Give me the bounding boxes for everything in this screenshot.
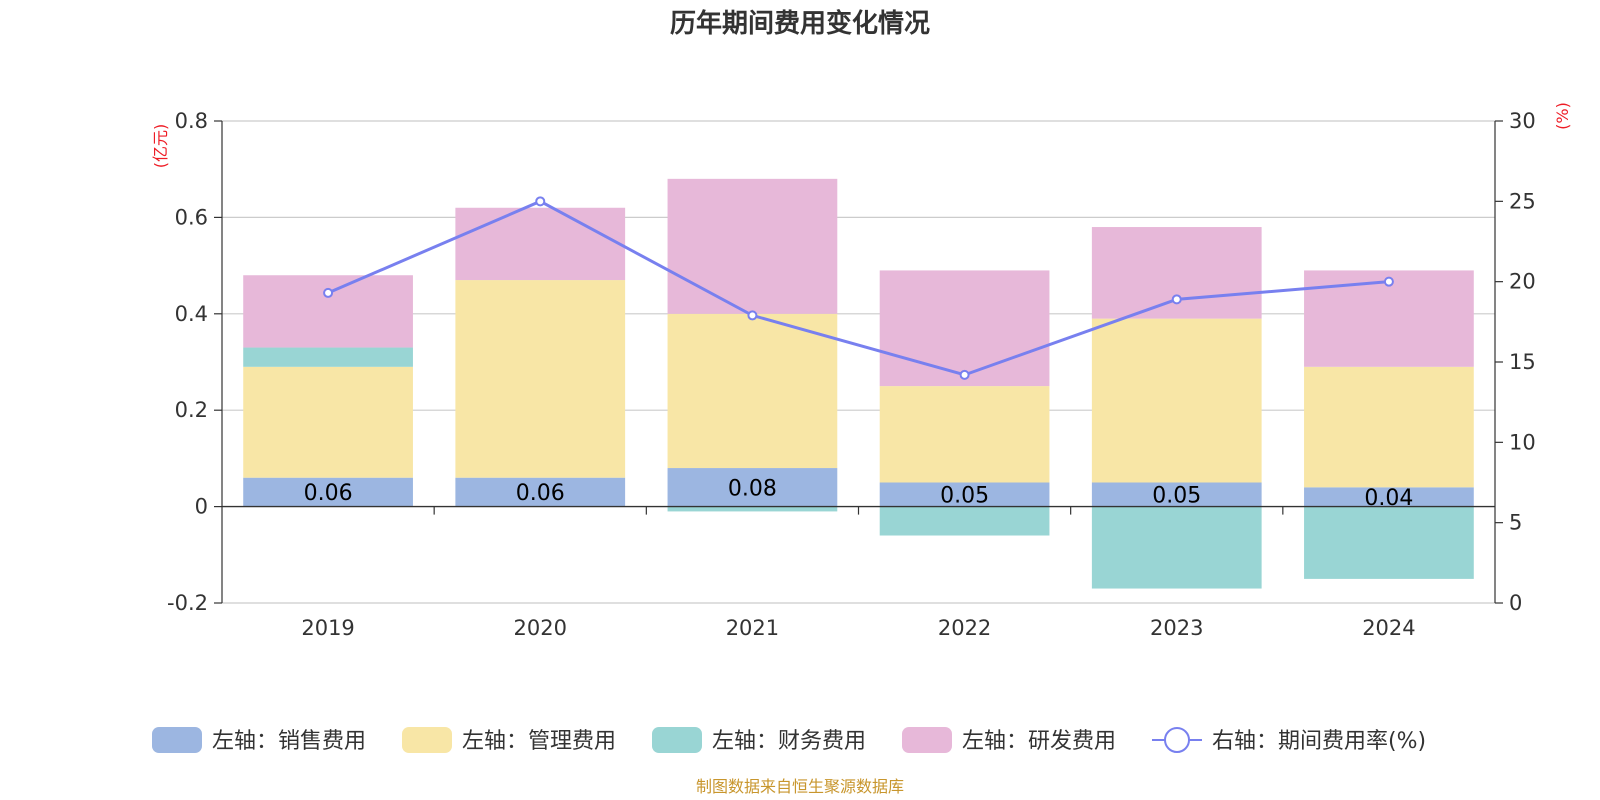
legend-label: 左轴：管理费用 xyxy=(462,729,616,754)
rate-line xyxy=(327,199,1390,377)
bar-segment xyxy=(879,506,1050,536)
bar-data-label: 0.08 xyxy=(728,476,777,501)
gridlines xyxy=(222,120,1495,604)
bar-segment xyxy=(455,477,626,507)
bar-segment xyxy=(243,477,413,507)
left-tick-label: 0 xyxy=(195,495,208,519)
bar-segment xyxy=(1304,366,1474,488)
bar-segment xyxy=(667,468,838,507)
left-tick-label: 0.2 xyxy=(175,398,208,422)
legend-label: 左轴：财务费用 xyxy=(712,729,866,754)
bar-data-label: 0.06 xyxy=(304,481,353,506)
bar-segment xyxy=(243,347,413,367)
bar-segment xyxy=(455,207,626,281)
bar-segment xyxy=(879,482,1050,507)
right-tick-label: 15 xyxy=(1509,350,1536,374)
x-tick-label: 2019 xyxy=(301,616,354,640)
axes: -0.2 0 0.2 0.4 0.6 0.8 0 5 10 15 20 25 30 2019 2020 202… xyxy=(167,109,1536,640)
bar-segment xyxy=(1304,487,1474,507)
legend-swatch xyxy=(902,727,952,753)
legend-swatch xyxy=(152,727,202,753)
bar-segment xyxy=(879,386,1050,483)
rate-line-group xyxy=(323,196,1394,380)
right-tick-label: 0 xyxy=(1509,591,1522,615)
bar-segment xyxy=(455,280,626,478)
legend-swatch xyxy=(652,727,702,753)
bar-data-label: 0.04 xyxy=(1364,486,1413,511)
right-tick-label: 25 xyxy=(1509,189,1536,213)
bar-data-label: 0.05 xyxy=(1152,484,1201,509)
right-tick-label: 5 xyxy=(1509,511,1522,535)
legend-label: 左轴：研发费用 xyxy=(962,729,1116,754)
bar-data-label: 0.05 xyxy=(940,484,989,509)
bar-segment xyxy=(1091,318,1262,483)
legend-label: 左轴：销售费用 xyxy=(212,729,366,754)
rate-point xyxy=(1383,276,1394,287)
x-tick-label: 2021 xyxy=(726,616,779,640)
bar-segment xyxy=(667,313,838,469)
rate-point xyxy=(323,287,334,298)
bar-segment xyxy=(667,506,838,512)
bar-data-label: 0.06 xyxy=(516,481,565,506)
bar-segment xyxy=(243,275,413,348)
left-tick-label: 0.8 xyxy=(175,109,208,133)
chart-title: 历年期间费用变化情况 xyxy=(670,8,930,39)
rate-point xyxy=(535,196,546,207)
data-labels: 0.06 0.06 0.08 0.05 0.05 0.04 xyxy=(304,476,1414,511)
right-tick-label: 20 xyxy=(1509,270,1536,294)
bar-segment xyxy=(879,270,1050,387)
x-tick-label: 2020 xyxy=(514,616,567,640)
data-source-note: 制图数据来自恒生聚源数据库 xyxy=(696,777,904,796)
legend: 左轴：销售费用 左轴：管理费用 左轴：财务费用 左轴：研发费用 右轴：期间费用率(%) xyxy=(152,727,1426,754)
left-tick-label: 0.6 xyxy=(175,205,208,229)
legend-label: 右轴：期间费用率(%) xyxy=(1212,729,1426,754)
left-tick-label: -0.2 xyxy=(167,591,208,615)
left-axis-unit: (亿元) xyxy=(151,124,170,169)
bar-segment xyxy=(1304,506,1474,579)
left-tick-label: 0.4 xyxy=(175,302,208,326)
bar-segment xyxy=(1091,506,1262,589)
x-tick-label: 2022 xyxy=(938,616,991,640)
x-tick-label: 2023 xyxy=(1150,616,1203,640)
right-axis-unit: (%) xyxy=(1553,102,1572,130)
rate-point xyxy=(959,369,970,380)
x-tick-label: 2024 xyxy=(1362,616,1415,640)
right-tick-label: 30 xyxy=(1509,109,1536,133)
legend-swatch xyxy=(402,727,452,753)
bar-segment xyxy=(1091,482,1262,507)
legend-line-marker xyxy=(1164,727,1190,753)
bars-group xyxy=(243,178,1474,589)
rate-point xyxy=(1171,294,1182,305)
bar-segment xyxy=(243,366,413,478)
rate-point xyxy=(747,310,758,321)
bar-segment xyxy=(1091,227,1262,319)
bar-segment xyxy=(667,178,838,314)
right-tick-label: 10 xyxy=(1509,430,1536,454)
